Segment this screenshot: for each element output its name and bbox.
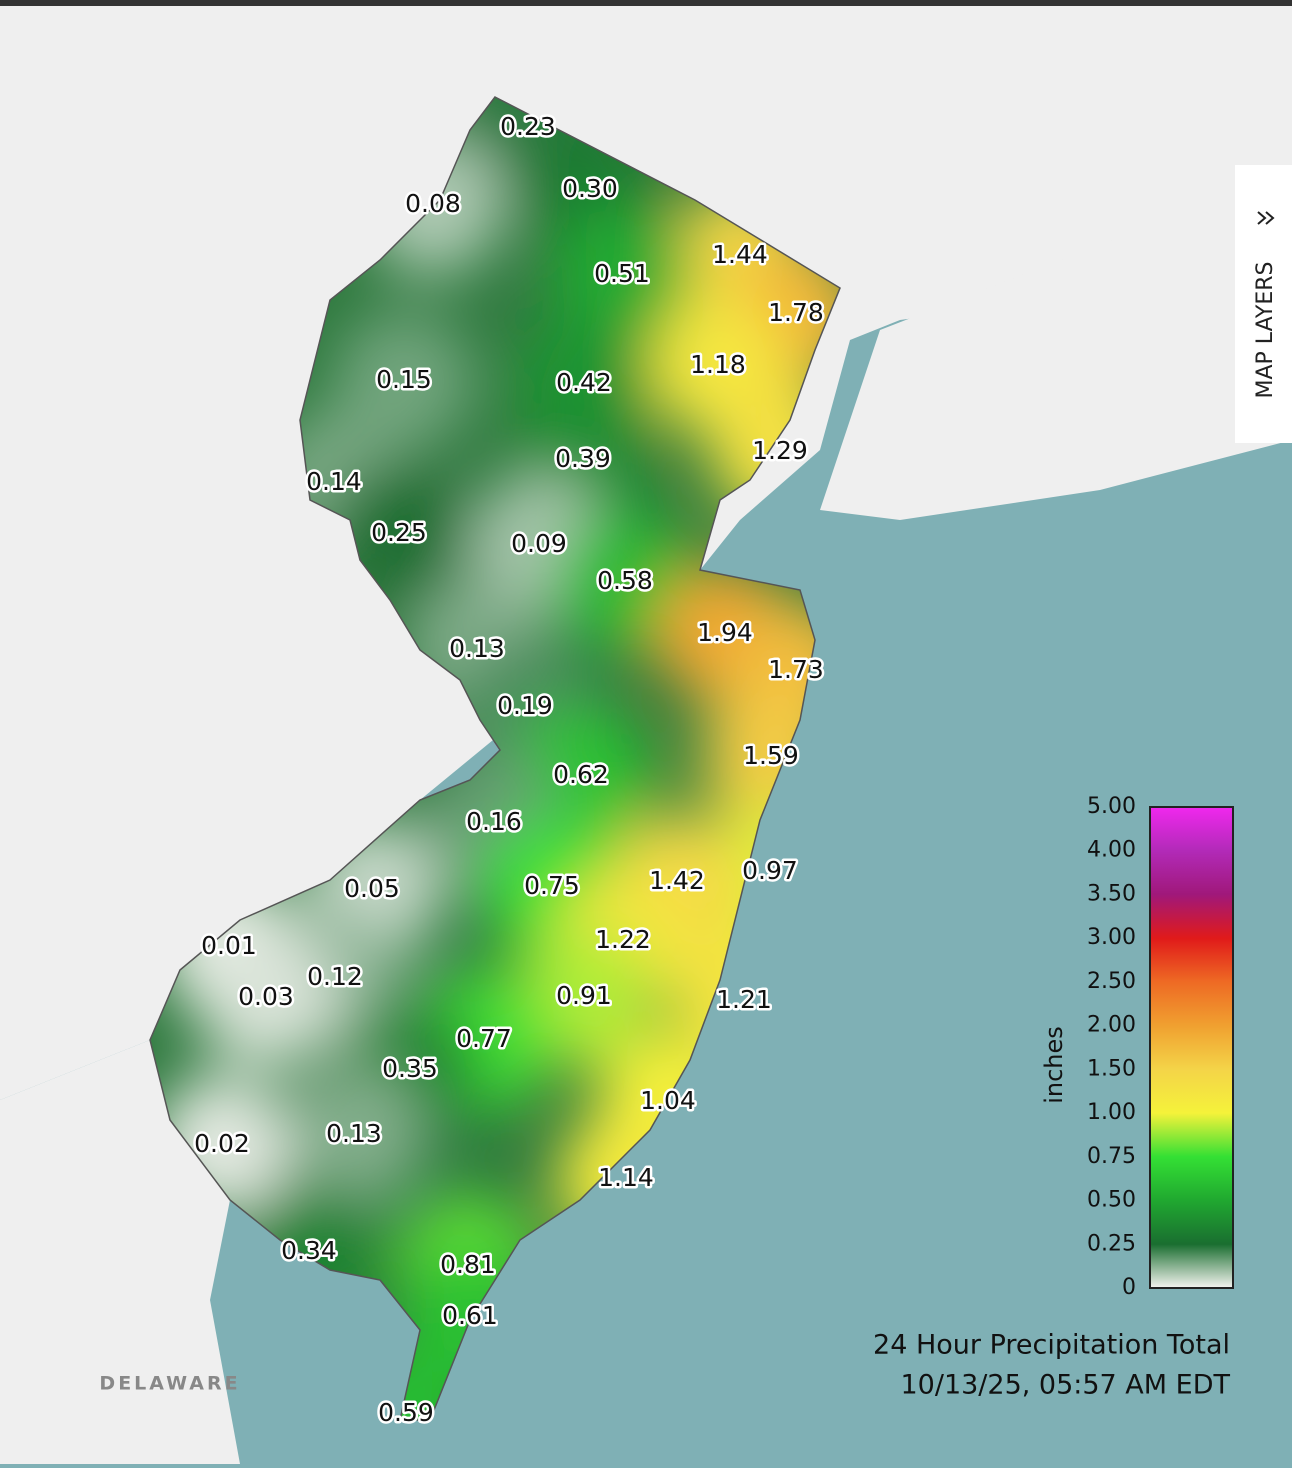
station-value: 0.58 <box>597 566 653 595</box>
precip-blob <box>196 928 336 1068</box>
station-value: 0.13 <box>326 1119 382 1148</box>
legend-tick-label: 2.50 <box>1087 969 1136 994</box>
station-value: 0.15 <box>376 365 432 394</box>
station-value: 0.02 <box>194 1129 250 1158</box>
station-value: 0.61 <box>442 1301 498 1330</box>
legend-tick-label: 3.50 <box>1087 881 1136 906</box>
station-value: 0.12 <box>307 962 363 991</box>
station-value: 0.05 <box>344 874 400 903</box>
station-value: 0.01 <box>201 931 257 960</box>
legend: inches 5.00 4.00 3.50 3.00 2.50 2.00 1.50 1.00 0… <box>1040 794 1234 1300</box>
station-value: 0.42 <box>556 368 612 397</box>
station-value: 1.94 <box>697 618 753 647</box>
station-value: 1.73 <box>768 655 824 684</box>
station-value: 0.91 <box>556 981 612 1010</box>
top-bar <box>0 0 1292 6</box>
precip-blob <box>552 205 692 345</box>
color-bar <box>1149 806 1234 1289</box>
legend-tick-label: 2.00 <box>1087 1013 1136 1038</box>
station-value: 0.30 <box>562 174 618 203</box>
station-value: 0.34 <box>281 1236 337 1265</box>
station-value: 0.51 <box>594 259 650 288</box>
precip-blob <box>334 311 474 451</box>
station-value: 0.08 <box>405 189 461 218</box>
station-value: 1.04 <box>640 1086 696 1115</box>
land <box>0 1040 240 1464</box>
station-value: 1.18 <box>690 350 746 379</box>
legend-tick-label: 5.00 <box>1087 794 1136 819</box>
map-layers-button[interactable]: MAP LAYERS <box>1235 165 1292 443</box>
station-value: 0.25 <box>371 518 427 547</box>
station-value: 0.16 <box>466 807 522 836</box>
station-value: 0.19 <box>497 691 553 720</box>
station-value: 0.13 <box>449 634 505 663</box>
button-label[interactable]: MAP LAYERS <box>1253 262 1278 399</box>
map-title: 24 Hour Precipitation Total <box>873 1330 1230 1361</box>
station-value: 1.42 <box>649 866 705 895</box>
station-labels: 0.23 0.30 0.08 1.44 0.51 1.78 1.18 0.15 0.42 1.29… <box>192 110 827 1430</box>
region-label: DELAWARE <box>99 1373 240 1395</box>
station-value: 1.22 <box>595 925 651 954</box>
station-value: 1.21 <box>716 985 772 1014</box>
legend-tick-label: 3.00 <box>1087 925 1136 950</box>
legend-tick-label: 1.00 <box>1087 1100 1136 1125</box>
station-value: 1.59 <box>743 741 799 770</box>
station-value: 0.03 <box>238 982 294 1011</box>
station-value: 1.78 <box>768 298 824 327</box>
station-value: 1.29 <box>752 436 808 465</box>
legend-tick-label: 0.25 <box>1087 1231 1136 1256</box>
station-value: 0.23 <box>500 112 556 141</box>
legend-title: inches <box>1040 1026 1068 1104</box>
station-value: 0.35 <box>382 1054 438 1083</box>
station-value: 0.09 <box>511 529 567 558</box>
station-value: 1.14 <box>598 1163 654 1192</box>
legend-tick-label: 1.50 <box>1087 1056 1136 1081</box>
station-value: 0.62 <box>553 760 609 789</box>
station-value: 0.59 <box>378 1398 434 1427</box>
legend-tick-label: 4.00 <box>1087 838 1136 863</box>
timestamp: 10/13/25, 05:57 AM EDT <box>900 1370 1230 1401</box>
station-value: 0.77 <box>456 1024 512 1053</box>
chevron[interactable] <box>1257 211 1275 225</box>
station-value: 0.97 <box>742 856 798 885</box>
station-value: 0.75 <box>524 871 580 900</box>
station-value: 1.44 <box>712 240 768 269</box>
station-value: 0.81 <box>440 1250 496 1279</box>
legend-tick-label: 0 <box>1122 1275 1136 1300</box>
button-bg[interactable] <box>1235 165 1292 443</box>
legend-tick-label: 0.50 <box>1087 1188 1136 1213</box>
precip-blob <box>284 1065 424 1205</box>
legend-tick-label: 0.75 <box>1087 1144 1136 1169</box>
station-value: 0.14 <box>306 467 362 496</box>
station-value: 0.39 <box>555 444 611 473</box>
long-island <box>820 170 1292 520</box>
